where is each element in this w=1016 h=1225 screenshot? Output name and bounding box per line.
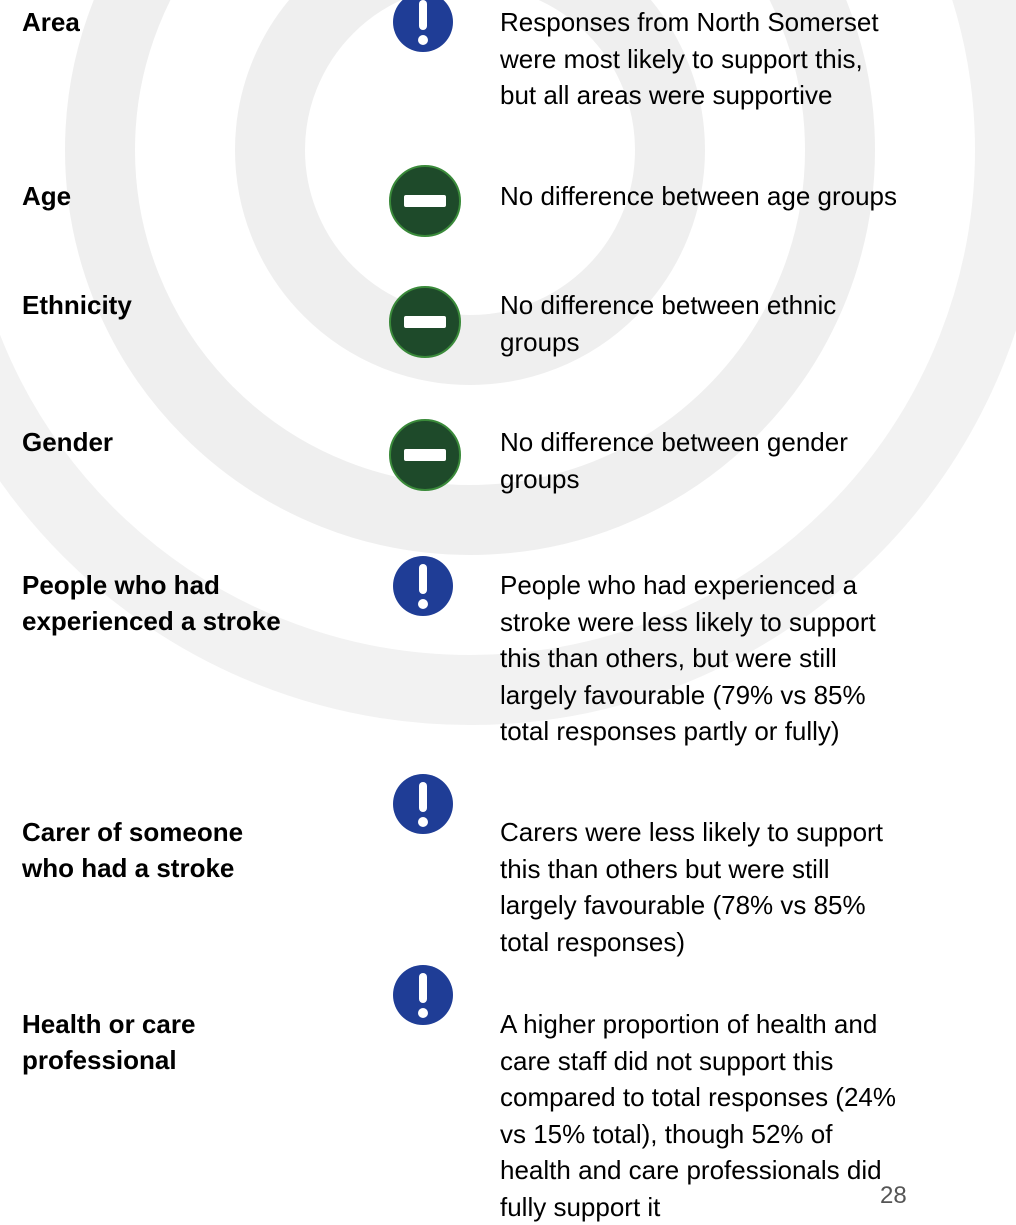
neutral-icon — [388, 164, 462, 238]
text-line: compared to total responses (24% — [500, 1079, 896, 1116]
alert-icon — [388, 0, 458, 56]
text-line: but all areas were supportive — [500, 77, 879, 114]
text-line: No difference between gender — [500, 424, 848, 461]
row-text: No difference between age groups — [500, 178, 897, 215]
alert-icon — [388, 772, 458, 836]
text-line: groups — [500, 461, 848, 498]
text-line: vs 15% total), though 52% of — [500, 1116, 896, 1153]
neutral-icon — [388, 285, 462, 359]
text-line: Responses from North Somerset — [500, 4, 879, 41]
label-line: professional — [22, 1042, 195, 1078]
text-line: care staff did not support this — [500, 1043, 896, 1080]
text-line: total responses partly or fully) — [500, 713, 876, 750]
label-line: Area — [22, 4, 80, 40]
label-line: who had a stroke — [22, 850, 243, 886]
text-line: A higher proportion of health and — [500, 1006, 896, 1043]
label-line: People who had — [22, 567, 281, 603]
row-label: Age — [22, 178, 71, 214]
text-line: No difference between ethnic — [500, 287, 836, 324]
row-label: Ethnicity — [22, 287, 132, 323]
label-line: Ethnicity — [22, 287, 132, 323]
alert-icon — [388, 963, 458, 1027]
label-line: Carer of someone — [22, 814, 243, 850]
text-line: fully support it — [500, 1189, 896, 1225]
text-line: People who had experienced a — [500, 567, 876, 604]
text-line: largely favourable (78% vs 85% — [500, 887, 883, 924]
text-line: No difference between age groups — [500, 178, 897, 215]
label-line: Age — [22, 178, 71, 214]
alert-icon — [388, 556, 458, 618]
text-line: largely favourable (79% vs 85% — [500, 677, 876, 714]
label-line: Health or care — [22, 1006, 195, 1042]
row-label: Area — [22, 4, 80, 40]
row-label: Gender — [22, 424, 113, 460]
text-line: health and care professionals did — [500, 1152, 896, 1189]
text-line: this than others, but were still — [500, 640, 876, 677]
label-line: experienced a stroke — [22, 603, 281, 639]
text-line: stroke were less likely to support — [500, 604, 876, 641]
text-line: were most likely to support this, — [500, 41, 879, 78]
page-number: 28 — [880, 1182, 907, 1210]
text-line: total responses) — [500, 924, 883, 961]
neutral-icon — [388, 418, 462, 492]
text-line: groups — [500, 324, 836, 361]
text-line: Carers were less likely to support — [500, 814, 883, 851]
label-line: Gender — [22, 424, 113, 460]
text-line: this than others but were still — [500, 851, 883, 888]
